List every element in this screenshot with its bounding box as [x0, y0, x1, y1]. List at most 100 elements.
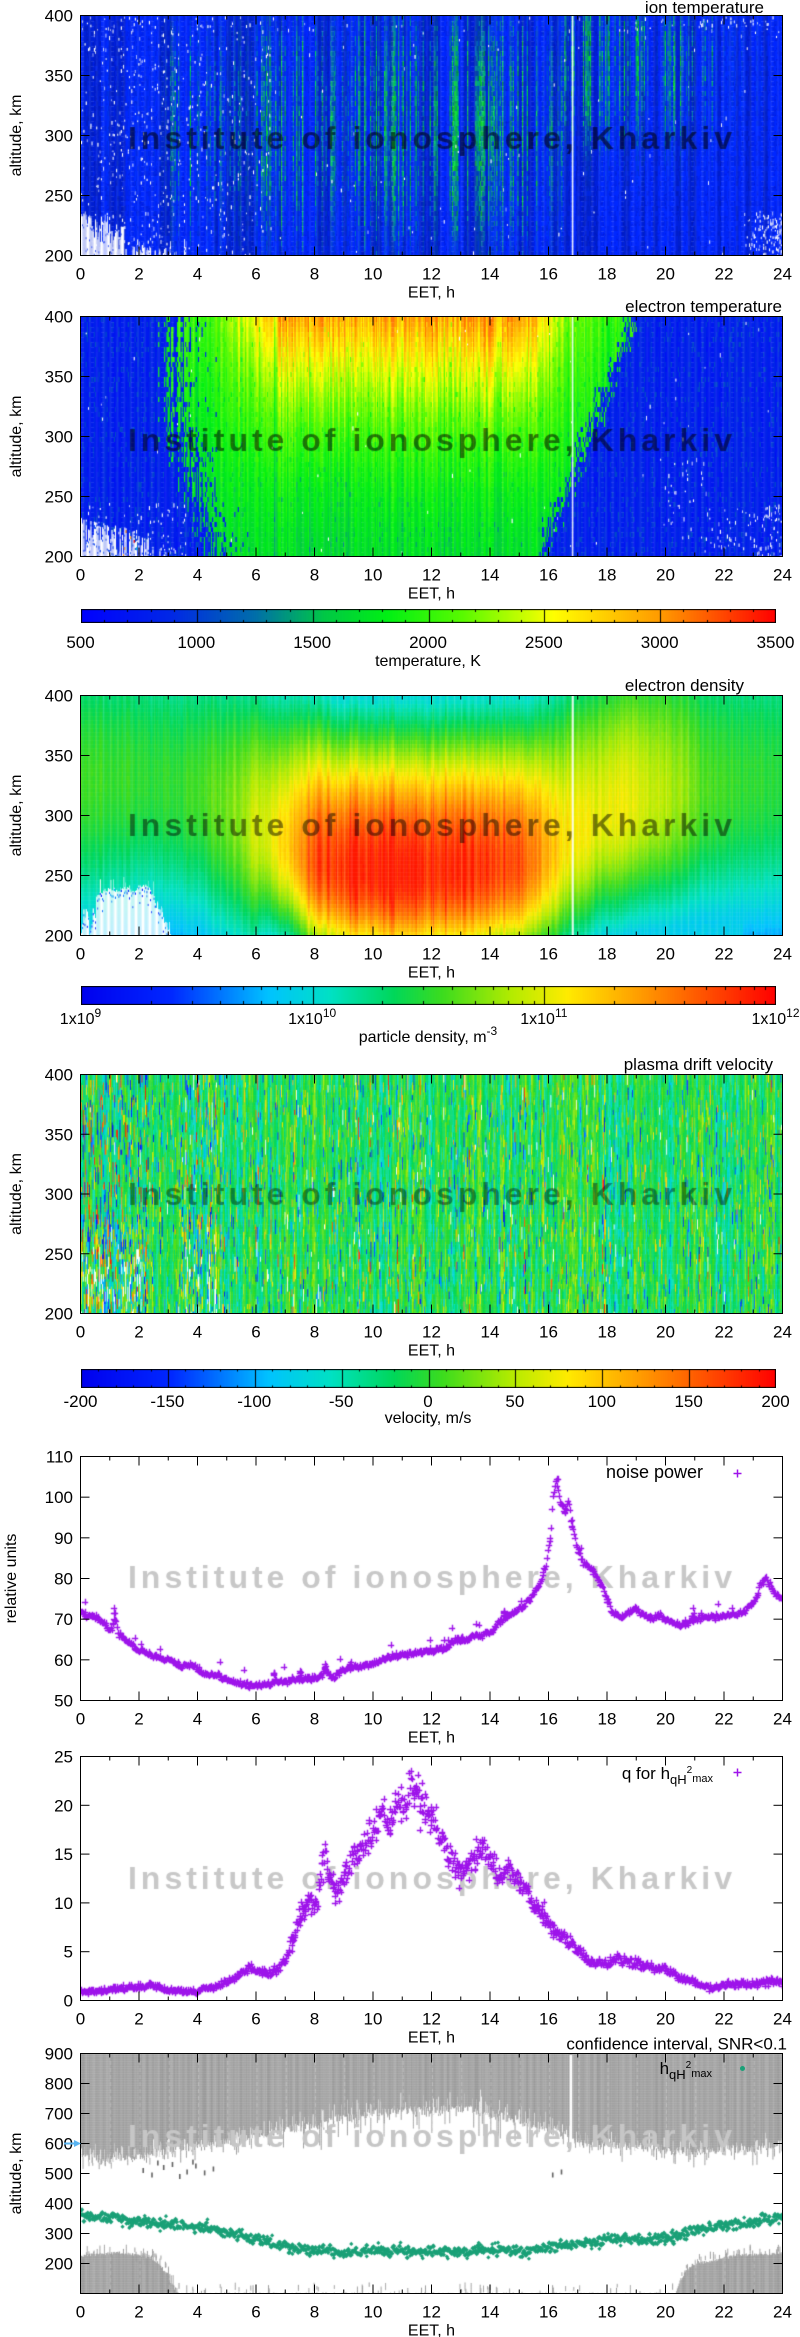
- svg-text:EET, h: EET, h: [408, 2030, 455, 2047]
- svg-text:350: 350: [45, 747, 73, 766]
- svg-text:20: 20: [656, 1710, 675, 1729]
- svg-text:10: 10: [364, 945, 383, 964]
- svg-text:20: 20: [656, 566, 675, 585]
- svg-text:10: 10: [364, 2010, 383, 2029]
- svg-text:5: 5: [64, 1943, 73, 1962]
- svg-text:24: 24: [773, 1323, 792, 1342]
- svg-text:400: 400: [45, 2195, 73, 2214]
- svg-text:8: 8: [310, 566, 319, 585]
- svg-text:8: 8: [310, 1323, 319, 1342]
- svg-text:12: 12: [422, 566, 441, 585]
- svg-text:24: 24: [773, 2303, 792, 2322]
- svg-text:4: 4: [193, 2010, 202, 2029]
- svg-text:400: 400: [45, 7, 73, 26]
- svg-text:22: 22: [715, 566, 734, 585]
- svg-text:18: 18: [598, 265, 617, 284]
- svg-text:4: 4: [193, 566, 202, 585]
- svg-text:14: 14: [481, 945, 500, 964]
- svg-text:22: 22: [715, 265, 734, 284]
- svg-text:noise power: noise power: [606, 1462, 703, 1482]
- svg-text:0: 0: [423, 1392, 432, 1411]
- svg-text:14: 14: [481, 265, 500, 284]
- svg-text:-100: -100: [237, 1392, 271, 1411]
- svg-text:8: 8: [310, 945, 319, 964]
- svg-text:300: 300: [45, 127, 73, 146]
- svg-text:350: 350: [45, 368, 73, 387]
- svg-text:10: 10: [364, 1710, 383, 1729]
- svg-text:0: 0: [76, 2303, 85, 2322]
- svg-text:24: 24: [773, 265, 792, 284]
- svg-text:6: 6: [251, 2303, 260, 2322]
- svg-text:10: 10: [364, 265, 383, 284]
- svg-text:16: 16: [539, 2303, 558, 2322]
- svg-text:20: 20: [656, 2303, 675, 2322]
- svg-text:70: 70: [54, 1610, 73, 1629]
- svg-text:16: 16: [539, 2010, 558, 2029]
- svg-text:electron density: electron density: [625, 676, 745, 695]
- svg-text:15: 15: [54, 1845, 73, 1864]
- svg-text:4: 4: [193, 2303, 202, 2322]
- svg-text:EET, h: EET, h: [408, 1730, 455, 1747]
- svg-text:8: 8: [310, 2010, 319, 2029]
- svg-text:25: 25: [54, 1748, 73, 1767]
- svg-text:300: 300: [45, 807, 73, 826]
- svg-text:700: 700: [45, 2105, 73, 2124]
- svg-text:500: 500: [45, 2165, 73, 2184]
- svg-text:velocity, m/s: velocity, m/s: [385, 1410, 472, 1427]
- svg-text:0: 0: [76, 566, 85, 585]
- svg-text:EET, h: EET, h: [408, 285, 455, 302]
- svg-text:200: 200: [761, 1392, 789, 1411]
- svg-text:12: 12: [422, 945, 441, 964]
- svg-text:EET, h: EET, h: [408, 1343, 455, 1360]
- svg-text:24: 24: [773, 1710, 792, 1729]
- svg-text:14: 14: [481, 1710, 500, 1729]
- svg-text:200: 200: [45, 247, 73, 266]
- svg-text:EET, h: EET, h: [408, 2323, 455, 2337]
- svg-text:1000: 1000: [177, 633, 215, 652]
- svg-text:24: 24: [773, 945, 792, 964]
- svg-text:12: 12: [422, 265, 441, 284]
- svg-text:22: 22: [715, 945, 734, 964]
- svg-text:plasma drift velocity: plasma drift velocity: [624, 1055, 774, 1074]
- svg-text:4: 4: [193, 265, 202, 284]
- svg-text:50: 50: [54, 1692, 73, 1711]
- svg-text:-150: -150: [150, 1392, 184, 1411]
- svg-text:2000: 2000: [409, 633, 447, 652]
- svg-text:6: 6: [251, 945, 260, 964]
- svg-text:400: 400: [45, 687, 73, 706]
- svg-text:16: 16: [539, 566, 558, 585]
- svg-text:20: 20: [54, 1796, 73, 1815]
- svg-text:60: 60: [54, 1651, 73, 1670]
- svg-text:110: 110: [46, 1448, 73, 1467]
- svg-text:14: 14: [481, 566, 500, 585]
- svg-text:200: 200: [45, 1305, 73, 1324]
- svg-text:200: 200: [45, 2255, 73, 2274]
- svg-text:14: 14: [481, 2010, 500, 2029]
- svg-text:250: 250: [45, 488, 73, 507]
- svg-text:ion temperature: ion temperature: [645, 0, 764, 17]
- svg-text:1x1010: 1x1010: [288, 1006, 336, 1028]
- svg-text:altitude, km: altitude, km: [8, 1153, 25, 1235]
- svg-text:1x1011: 1x1011: [520, 1006, 567, 1028]
- svg-text:4: 4: [193, 945, 202, 964]
- svg-text:400: 400: [45, 1066, 73, 1085]
- svg-text:200: 200: [45, 548, 73, 567]
- svg-text:400: 400: [45, 308, 73, 327]
- svg-text:confidence interval, SNR<0.1: confidence interval, SNR<0.1: [566, 2035, 787, 2054]
- svg-text:10: 10: [364, 1323, 383, 1342]
- svg-text:600: 600: [45, 2135, 73, 2154]
- svg-text:350: 350: [45, 67, 73, 86]
- svg-text:22: 22: [715, 2010, 734, 2029]
- svg-text:1x109: 1x109: [60, 1006, 102, 1028]
- svg-text:altitude, km: altitude, km: [8, 2133, 25, 2215]
- svg-text:250: 250: [45, 187, 73, 206]
- svg-text:0: 0: [76, 945, 85, 964]
- svg-text:altitude, km: altitude, km: [8, 396, 25, 478]
- svg-text:6: 6: [251, 566, 260, 585]
- svg-text:16: 16: [539, 265, 558, 284]
- svg-text:100: 100: [45, 1488, 73, 1507]
- svg-text:3000: 3000: [641, 633, 679, 652]
- svg-text:50: 50: [505, 1392, 524, 1411]
- svg-text:0: 0: [76, 1323, 85, 1342]
- svg-text:12: 12: [422, 1323, 441, 1342]
